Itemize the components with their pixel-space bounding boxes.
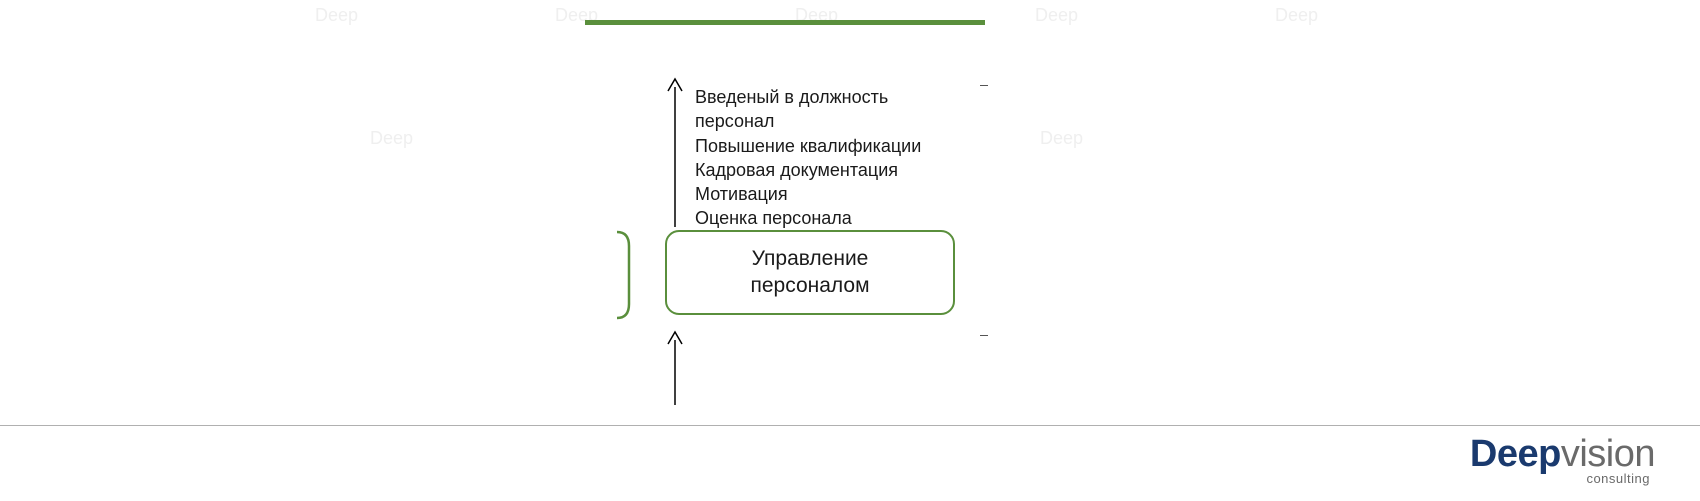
logo: Deepvision consulting — [1470, 435, 1655, 486]
watermark: Deep — [370, 128, 413, 149]
watermark: Deep — [1035, 5, 1078, 26]
bottom-divider — [0, 425, 1700, 426]
logo-main: Deepvision — [1470, 435, 1655, 473]
tick-mark — [980, 85, 988, 86]
process-box: Управление персоналом — [665, 230, 955, 315]
top-bar — [585, 20, 985, 25]
output-item: Оценка персонала — [695, 206, 921, 230]
output-item: Мотивация — [695, 182, 921, 206]
logo-brand-light: vision — [1561, 433, 1655, 475]
output-item: Кадровая документация — [695, 158, 921, 182]
output-item: Повышение квалификации — [695, 134, 921, 158]
diagram-area: Введеный в должностьперсоналПовышение кв… — [585, 55, 1005, 435]
watermark: Deep — [1275, 5, 1318, 26]
tick-mark — [980, 335, 988, 336]
arrow-up-top — [665, 77, 685, 227]
watermark: Deep — [315, 5, 358, 26]
watermark: Deep — [1040, 128, 1083, 149]
logo-brand-bold: Deep — [1470, 433, 1561, 475]
output-list: Введеный в должностьперсоналПовышение кв… — [695, 85, 921, 231]
arrow-up-bottom — [665, 330, 685, 405]
process-box-label: Управление персоналом — [750, 246, 869, 299]
output-item: Введеный в должность — [695, 85, 921, 109]
left-bracket — [615, 230, 635, 325]
output-item: персонал — [695, 109, 921, 133]
